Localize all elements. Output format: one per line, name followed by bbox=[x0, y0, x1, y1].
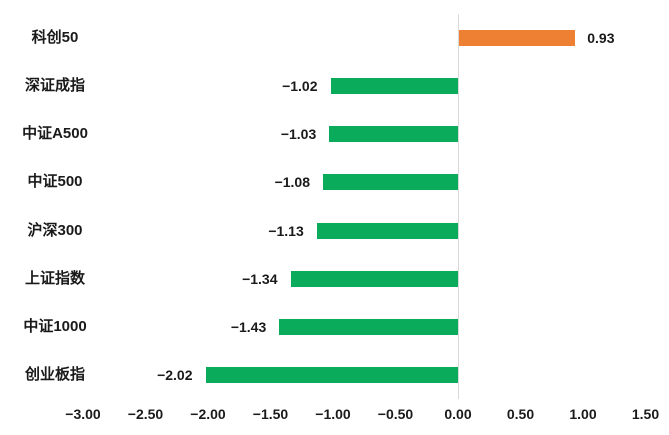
category-label: 科创50 bbox=[31, 29, 79, 47]
value-label: −1.02 bbox=[282, 78, 318, 95]
value-label: −1.03 bbox=[280, 126, 317, 143]
x-axis-tick-label: −1.00 bbox=[315, 406, 351, 422]
category-label: 中证1000 bbox=[23, 317, 87, 335]
zero-axis-line bbox=[458, 14, 459, 399]
x-axis-tick-label: −3.00 bbox=[65, 406, 101, 422]
bar-negative bbox=[323, 174, 458, 191]
bar-negative bbox=[329, 126, 458, 143]
value-label: −1.43 bbox=[230, 318, 267, 335]
bar-negative bbox=[205, 366, 458, 383]
x-axis-tick-label: 0.00 bbox=[444, 406, 472, 422]
bar-positive bbox=[459, 30, 576, 47]
category-label: 创业板指 bbox=[24, 365, 85, 383]
category-label: 中证A500 bbox=[22, 125, 88, 143]
x-axis-tick-label: 0.50 bbox=[506, 406, 535, 422]
bar-negative bbox=[330, 78, 458, 95]
category-label: 上证指数 bbox=[24, 269, 85, 287]
bar-negative bbox=[316, 222, 458, 239]
value-label: −1.08 bbox=[274, 174, 310, 191]
x-axis-tick-label: −0.50 bbox=[377, 406, 414, 422]
x-axis-tick-label: −2.50 bbox=[127, 406, 164, 422]
x-axis-tick-label: 1.50 bbox=[631, 406, 660, 422]
value-label: −2.02 bbox=[157, 366, 193, 383]
bar-negative bbox=[290, 270, 458, 287]
x-axis-tick-label: 1.00 bbox=[569, 406, 597, 422]
value-label: 0.93 bbox=[587, 30, 615, 47]
category-label: 沪深300 bbox=[27, 221, 83, 239]
bar-negative bbox=[279, 318, 458, 335]
x-axis-tick-label: −2.00 bbox=[190, 406, 226, 422]
category-label: 深证成指 bbox=[24, 77, 85, 95]
x-axis-tick-label: −1.50 bbox=[252, 406, 289, 422]
value-label: −1.34 bbox=[242, 270, 278, 287]
category-label: 中证500 bbox=[27, 173, 83, 191]
value-label: −1.13 bbox=[268, 222, 304, 239]
